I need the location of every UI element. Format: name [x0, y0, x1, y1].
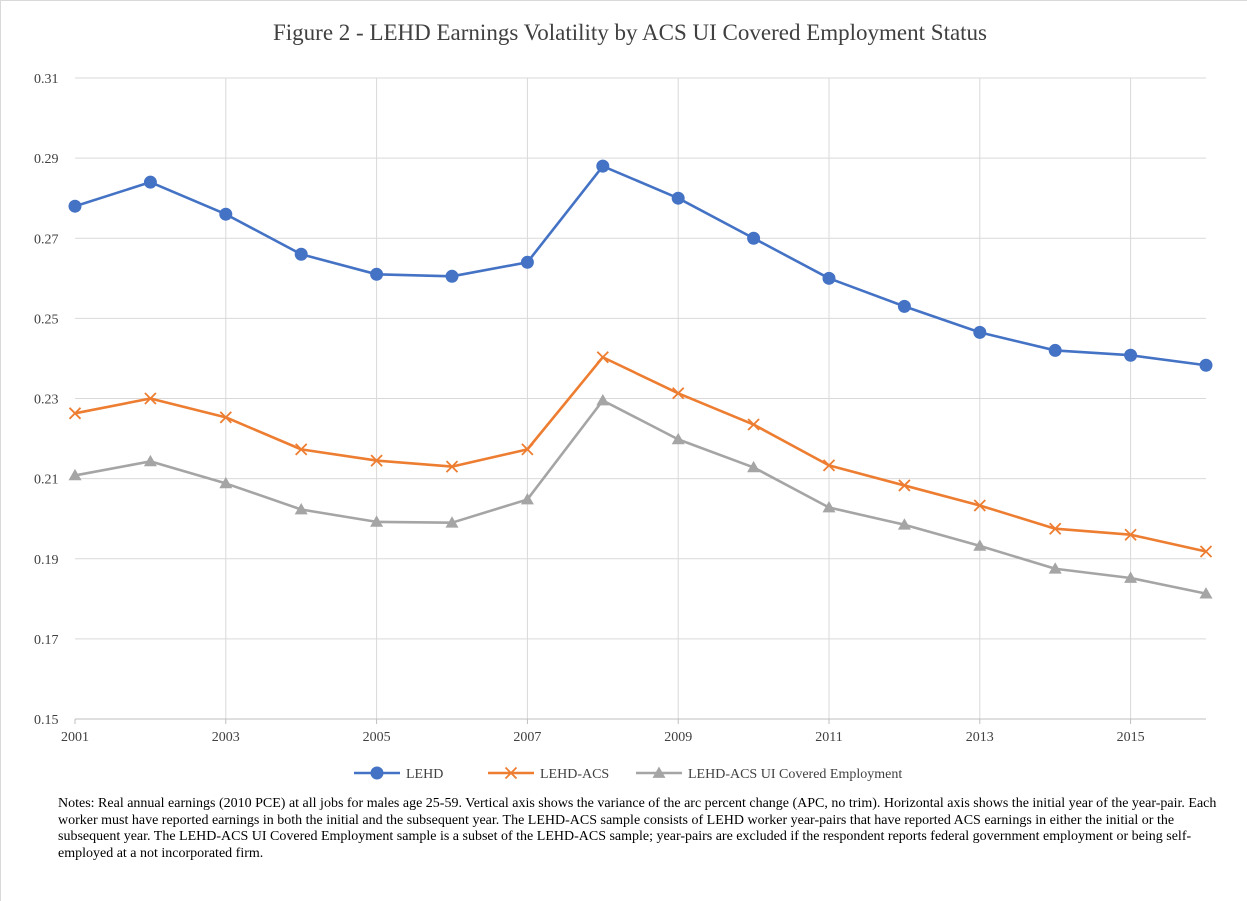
series-layer	[68, 159, 1213, 599]
data-point-circle	[671, 191, 685, 205]
data-point-x	[521, 443, 534, 456]
data-point-x	[596, 351, 609, 364]
x-tick-label: 2011	[815, 730, 842, 745]
data-point-x	[1124, 528, 1137, 541]
series-3	[68, 394, 1213, 599]
data-point-triangle	[973, 539, 987, 551]
data-point-triangle	[671, 432, 685, 445]
data-point-circle	[822, 271, 836, 285]
data-point-x	[747, 418, 760, 431]
data-point-x	[672, 387, 685, 400]
chart-title: Figure 2 - LEHD Earnings Volatility by A…	[273, 20, 987, 45]
y-tick-label: 0.31	[34, 72, 59, 87]
data-point-circle	[370, 267, 384, 281]
data-point-x	[1199, 545, 1213, 558]
data-point-x	[370, 454, 383, 467]
data-point-triangle	[1124, 571, 1138, 583]
x-tick-label: 2009	[664, 730, 692, 745]
y-tick-label: 0.15	[34, 713, 59, 728]
data-point-x	[1049, 522, 1062, 535]
legend-entry: LEHD-ACS UI Covered Employment	[636, 766, 902, 782]
x-tick-label: 2005	[363, 730, 391, 745]
data-point-circle	[294, 247, 308, 261]
x-tick-label: 2003	[212, 730, 240, 745]
legend-label: LEHD-ACS UI Covered Employment	[688, 767, 902, 782]
data-point-triangle	[68, 468, 82, 481]
data-point-circle	[1048, 343, 1062, 357]
data-point-circle	[370, 766, 384, 780]
data-point-triangle	[143, 454, 157, 467]
data-point-x	[445, 460, 459, 473]
data-point-triangle	[370, 515, 384, 527]
series-2	[68, 351, 1213, 558]
series-line	[74, 164, 1207, 367]
data-point-triangle	[897, 518, 911, 530]
data-point-x	[973, 499, 986, 512]
data-point-triangle	[1199, 587, 1213, 599]
data-point-x	[898, 479, 911, 492]
data-point-triangle	[294, 502, 308, 515]
data-point-x	[822, 459, 836, 472]
data-point-circle	[520, 255, 534, 269]
data-point-x	[295, 443, 308, 456]
data-point-triangle	[596, 394, 610, 406]
legend-entry: LEHD-ACS	[488, 766, 609, 782]
y-tick-label: 0.17	[34, 633, 59, 648]
gridlines	[75, 77, 1206, 719]
series-line	[74, 355, 1207, 553]
y-tick-label: 0.21	[34, 473, 59, 488]
x-tick-label: 2007	[513, 730, 541, 745]
axes: 0.15 0.17 0.19 0.21 0.23 0.25 0.27 0.29 0.31 2001…	[34, 72, 1206, 745]
data-point-x	[219, 411, 232, 424]
x-tick-label: 2015	[1117, 730, 1145, 745]
data-point-circle	[143, 175, 157, 189]
data-point-circle	[897, 299, 911, 313]
y-tick-label: 0.25	[34, 312, 59, 327]
data-point-triangle	[652, 766, 666, 778]
data-point-circle	[68, 199, 82, 213]
data-point-circle	[596, 159, 610, 173]
y-tick-label: 0.19	[34, 553, 59, 568]
data-point-triangle	[822, 500, 836, 513]
y-tick-label: 0.23	[34, 393, 59, 408]
data-point-triangle	[747, 460, 761, 473]
data-point-circle	[1124, 348, 1138, 362]
data-point-triangle	[219, 476, 233, 489]
data-point-x	[504, 766, 518, 780]
y-tick-label: 0.29	[34, 152, 59, 167]
data-point-triangle	[1048, 562, 1062, 574]
data-point-triangle	[520, 492, 534, 505]
data-point-x	[68, 407, 82, 420]
legend: LEHD LEHD-ACS LEHD-ACS UI Covered Employme…	[354, 766, 902, 782]
x-tick-label: 2001	[61, 730, 89, 745]
series-1	[68, 159, 1213, 372]
legend-label: LEHD-ACS	[540, 767, 609, 782]
series-line	[74, 399, 1207, 595]
y-tick-label: 0.27	[34, 232, 59, 247]
data-point-circle	[1199, 358, 1213, 372]
data-point-circle	[219, 207, 233, 221]
data-point-circle	[747, 231, 761, 245]
line-chart: Figure 2 - LEHD Earnings Volatility by A…	[34, 20, 1213, 782]
legend-label: LEHD	[406, 767, 443, 782]
x-tick-label: 2013	[966, 730, 994, 745]
data-point-circle	[445, 269, 459, 283]
data-point-triangle	[445, 516, 459, 528]
figure-notes: Notes: Real annual earnings (2010 PCE) a…	[58, 796, 1217, 861]
data-point-x	[144, 392, 157, 405]
legend-entry: LEHD	[354, 766, 443, 782]
data-point-circle	[973, 325, 987, 339]
